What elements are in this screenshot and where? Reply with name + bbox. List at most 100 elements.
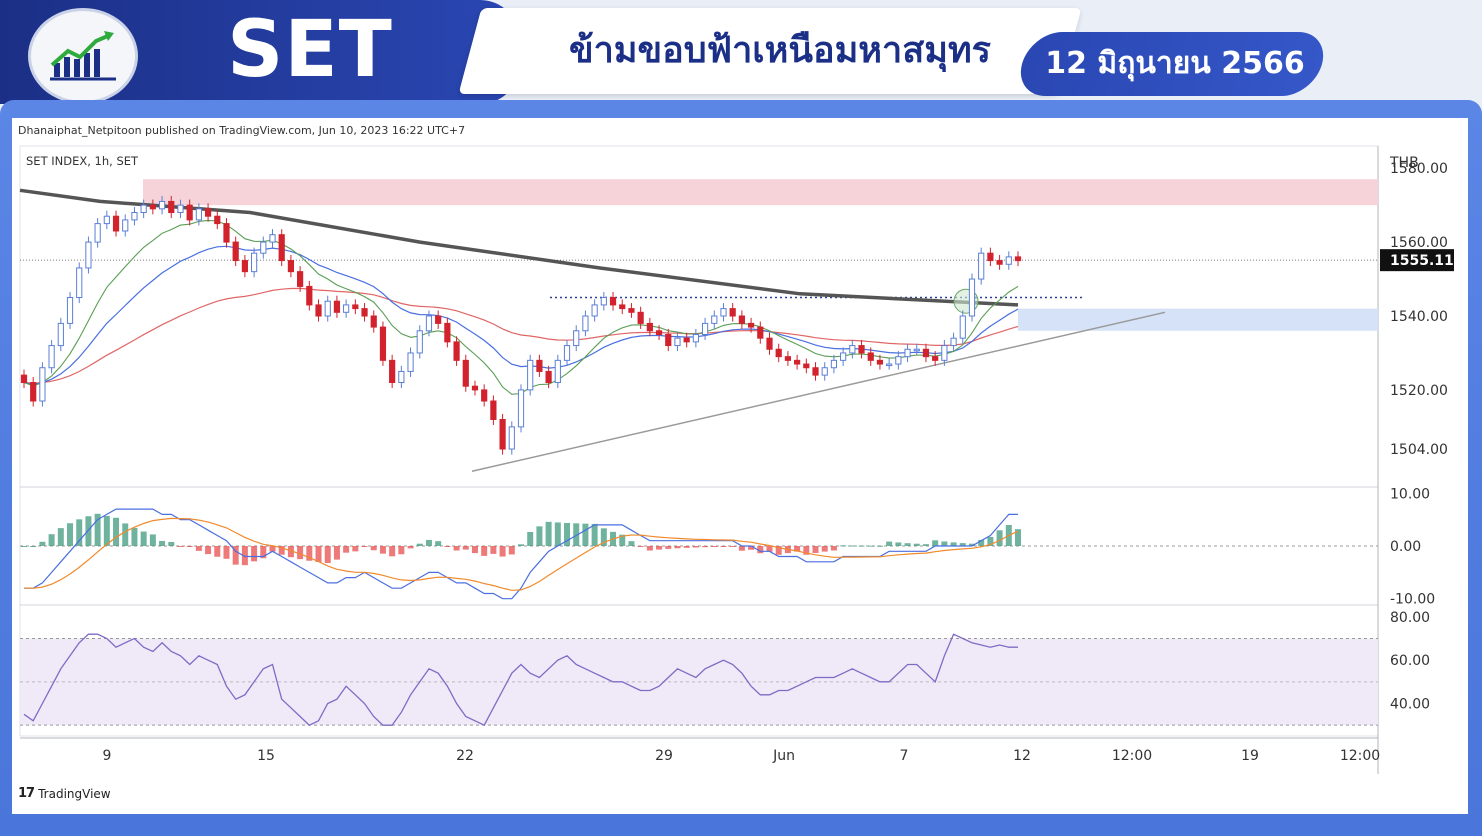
candle (186, 199, 193, 226)
candle-body (554, 359, 561, 384)
currency-label: THB (1389, 155, 1419, 171)
candle (775, 343, 782, 363)
ema20-line (23, 245, 1019, 385)
macd-histogram-bar (251, 546, 258, 562)
macd-histogram-bar (757, 546, 764, 554)
macd-histogram-bar (39, 541, 46, 546)
macd-histogram-bar (932, 540, 939, 546)
candle (112, 210, 120, 237)
report-date: 12 มิถุนายน 2566 (1045, 46, 1305, 81)
macd-histogram-bar (950, 542, 957, 546)
macd-histogram-bar (232, 546, 239, 565)
candle (849, 340, 856, 359)
macd-histogram-bar (619, 534, 626, 546)
candle (665, 328, 672, 352)
macd-histogram-bar (260, 546, 267, 559)
candle (582, 310, 589, 337)
macd-histogram-bar (886, 541, 893, 546)
price-tick-label: 1520.00 (1390, 383, 1448, 399)
candle-body (223, 223, 230, 243)
candle (922, 343, 930, 363)
candle-body (729, 308, 736, 317)
macd-histogram-bar (21, 546, 27, 547)
macd-histogram-bar (803, 546, 810, 555)
tradingview-logo[interactable]: 17 TradingView (18, 786, 111, 801)
candle (812, 362, 819, 381)
candle-body (886, 363, 893, 367)
candle-body (287, 260, 295, 273)
macd-histogram-bar (103, 515, 110, 546)
candle-body (637, 311, 644, 324)
macd-histogram-bar (57, 528, 64, 546)
macd-histogram-bar (554, 522, 561, 546)
macd-histogram-bar (389, 546, 396, 557)
support-zone (1018, 308, 1378, 331)
candle (628, 303, 635, 318)
macd-histogram-bar (978, 539, 985, 546)
macd-histogram-bar (140, 531, 147, 546)
candle (499, 413, 506, 455)
macd-histogram-bar (573, 523, 580, 546)
candle-body (849, 345, 856, 354)
candle (39, 362, 46, 407)
candle-body (959, 315, 966, 339)
candle (830, 354, 838, 374)
candle-body (416, 330, 423, 354)
candle (232, 236, 239, 267)
candle (352, 299, 359, 315)
macd-histogram-bar (692, 546, 699, 548)
candle (959, 310, 966, 344)
rsi-line (23, 633, 1018, 727)
candle-body (794, 359, 801, 365)
macd-histogram-bar (324, 546, 331, 564)
macd-histogram-bar (30, 546, 37, 547)
candle (600, 291, 607, 311)
macd-histogram-bar (720, 546, 727, 547)
index-title: SET (227, 5, 393, 95)
candle-body (840, 352, 847, 361)
candle-body (1005, 256, 1012, 265)
candle (343, 299, 350, 318)
candle (269, 229, 276, 248)
resistance-zone (143, 179, 1378, 206)
candle-body (609, 297, 617, 306)
macd-histogram-bar (729, 546, 736, 547)
candle-body (573, 330, 580, 347)
candle-body (278, 234, 285, 262)
candle-body (619, 304, 626, 310)
macd-histogram-bar (987, 536, 994, 546)
candle-body (582, 315, 589, 332)
candle (48, 340, 55, 374)
candle-body (315, 304, 322, 317)
macd-histogram-bar (333, 546, 340, 560)
rsi-tick-label: 80.00 (1390, 610, 1430, 626)
candle (609, 291, 617, 311)
macd-histogram-bar (407, 546, 414, 549)
ascending-trendline (471, 311, 1166, 472)
candle (306, 280, 313, 311)
candle-body (821, 367, 828, 376)
candle (214, 210, 221, 230)
candle-body (711, 315, 718, 324)
candle (573, 325, 580, 352)
price-tick-label: 1560.00 (1390, 235, 1448, 251)
candle (122, 214, 129, 237)
candle-body (453, 341, 460, 361)
macd-histogram-bar (1015, 529, 1021, 546)
candle-body (950, 337, 957, 347)
macd-histogram-bar (67, 523, 74, 546)
macd-histogram-bar (297, 546, 304, 560)
candle-body (490, 400, 497, 420)
macd-histogram-bar (582, 523, 589, 546)
time-tick-label: 12:00 (1340, 748, 1380, 764)
candle-body (830, 359, 838, 369)
bar-chart-growth-icon (50, 31, 116, 81)
candle (453, 336, 460, 366)
candle-body (692, 333, 699, 343)
macd-histogram-bar (361, 546, 368, 547)
candle (103, 210, 110, 230)
candle (20, 369, 28, 389)
candle-body (435, 315, 442, 324)
tradingview-brand: TradingView (38, 786, 111, 801)
